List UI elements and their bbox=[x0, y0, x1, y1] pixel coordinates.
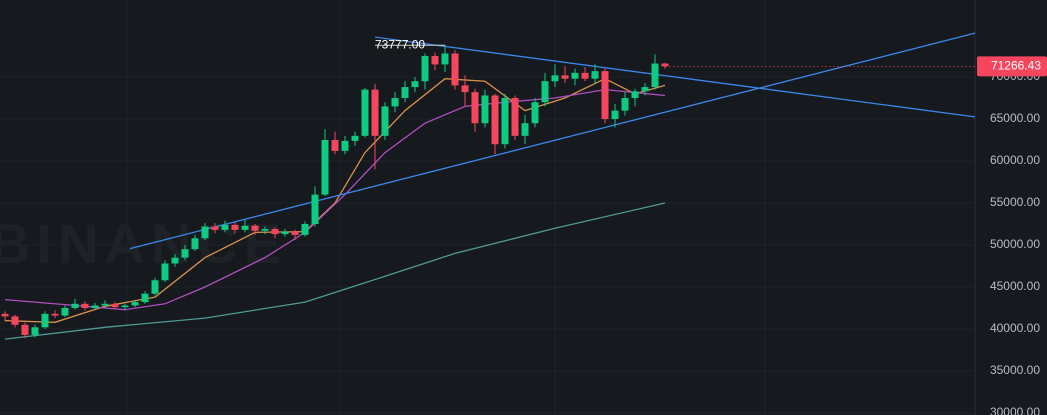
candle-body bbox=[321, 140, 329, 195]
candle-body bbox=[341, 140, 349, 151]
candle-body bbox=[311, 194, 319, 225]
candle-body bbox=[71, 303, 79, 308]
candle-body bbox=[11, 316, 19, 325]
candle-body bbox=[411, 81, 419, 88]
candle-body bbox=[451, 53, 459, 86]
trend-line bbox=[374, 36, 976, 118]
candle-body bbox=[81, 303, 89, 308]
candle-body bbox=[331, 140, 339, 151]
candle-body bbox=[211, 226, 219, 230]
candle-body bbox=[421, 56, 429, 82]
candle-body bbox=[581, 72, 589, 79]
candle-body bbox=[591, 71, 599, 79]
candle-body bbox=[271, 229, 279, 235]
candle-body bbox=[301, 224, 309, 235]
candle-body bbox=[281, 231, 289, 235]
candle-body bbox=[641, 87, 649, 92]
high-label: 73777.00 bbox=[375, 37, 425, 51]
y-tick-label: 55000.00 bbox=[990, 195, 1040, 209]
y-tick-label: 60000.00 bbox=[990, 153, 1040, 167]
candle-body bbox=[231, 224, 239, 230]
candle-body bbox=[351, 135, 359, 141]
y-tick-label: 50000.00 bbox=[990, 237, 1040, 251]
candle-body bbox=[571, 72, 579, 79]
candle-body bbox=[361, 89, 369, 136]
candle-body bbox=[51, 313, 59, 316]
candle-body bbox=[201, 226, 209, 239]
candle-body bbox=[481, 95, 489, 124]
candle-body bbox=[181, 249, 189, 258]
candle-body bbox=[31, 327, 39, 335]
candle-body bbox=[291, 231, 299, 235]
candle-body bbox=[1, 313, 9, 317]
candle-body bbox=[431, 56, 439, 65]
candle-body bbox=[541, 81, 549, 103]
candle-body bbox=[531, 102, 539, 124]
candle-body bbox=[631, 91, 639, 99]
candle-body bbox=[461, 85, 469, 93]
candle-body bbox=[241, 225, 249, 230]
candle-body bbox=[391, 98, 399, 107]
candle-body bbox=[151, 280, 159, 294]
candle-body bbox=[441, 53, 449, 65]
candle-body bbox=[551, 75, 559, 82]
candle-body bbox=[221, 224, 229, 230]
candle-body bbox=[381, 106, 389, 136]
candle-body bbox=[111, 303, 119, 308]
candle-body bbox=[511, 98, 519, 136]
candle-body bbox=[191, 238, 199, 250]
trend-line bbox=[129, 32, 976, 250]
candle-body bbox=[261, 229, 269, 231]
moving-average bbox=[4, 88, 666, 311]
candle-body bbox=[661, 63, 669, 67]
candle-body bbox=[651, 63, 659, 88]
candle-body bbox=[61, 307, 69, 316]
candle-body bbox=[101, 303, 109, 306]
moving-average bbox=[4, 77, 666, 323]
moving-average bbox=[4, 202, 666, 340]
watermark: BINANCE bbox=[0, 212, 287, 275]
y-tick-label: 65000.00 bbox=[990, 111, 1040, 125]
candle-body bbox=[21, 324, 29, 335]
last-price-label: 71266.43 bbox=[991, 59, 1041, 73]
candle-body bbox=[521, 123, 529, 136]
candle-body bbox=[471, 92, 479, 124]
candle-body bbox=[561, 75, 569, 79]
candle-body bbox=[251, 225, 259, 231]
candle-body bbox=[501, 98, 509, 145]
last-price-tag bbox=[977, 56, 1047, 77]
candle-body bbox=[91, 305, 99, 308]
y-tick-label: 35000.00 bbox=[990, 363, 1040, 377]
candle-body bbox=[41, 313, 49, 328]
candle-body bbox=[401, 87, 409, 99]
candle-body bbox=[161, 263, 169, 281]
candle-body bbox=[121, 305, 129, 308]
candle-body bbox=[611, 110, 619, 120]
candle-body bbox=[171, 257, 179, 264]
y-tick-label: 45000.00 bbox=[990, 279, 1040, 293]
candle-body bbox=[371, 89, 379, 136]
y-tick-label: 40000.00 bbox=[990, 321, 1040, 335]
candle-body bbox=[621, 98, 629, 111]
y-tick-label: 30000.00 bbox=[990, 405, 1040, 415]
candle-body bbox=[131, 302, 139, 306]
candle-body bbox=[141, 293, 149, 303]
candle-body bbox=[601, 71, 609, 120]
candle-body bbox=[491, 95, 499, 145]
